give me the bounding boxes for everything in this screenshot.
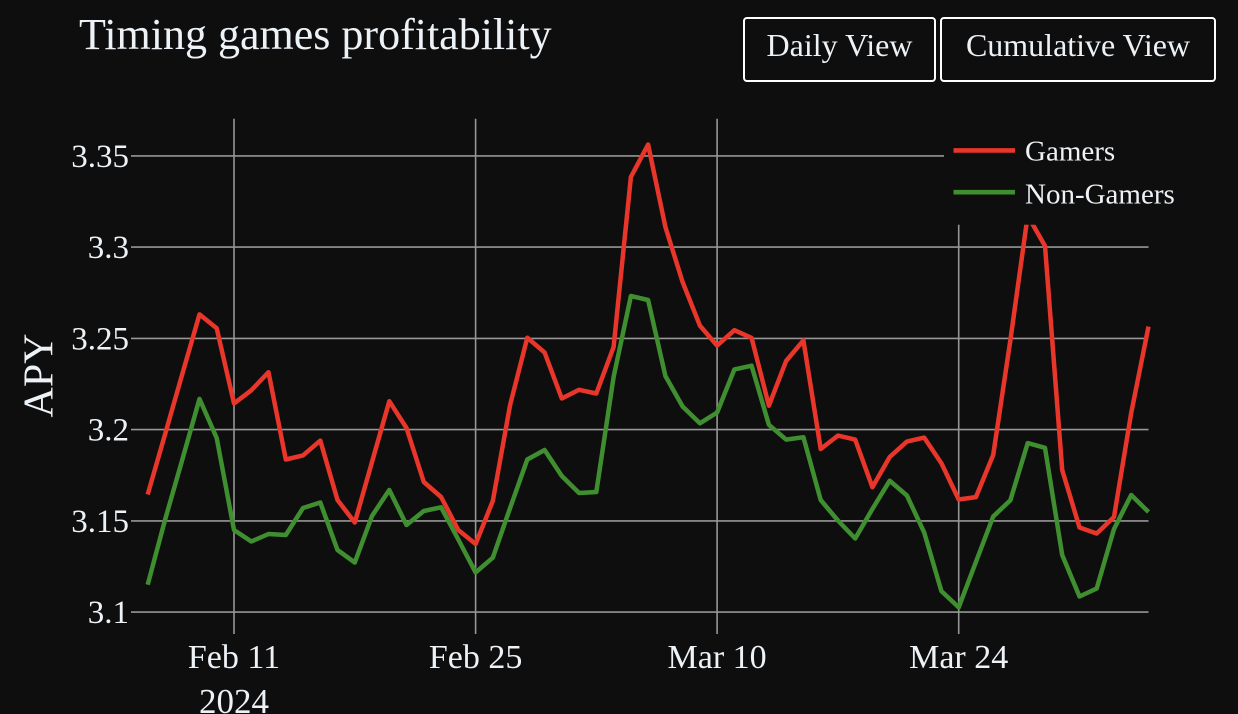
svg-text:3.15: 3.15 xyxy=(71,504,129,540)
svg-text:3.25: 3.25 xyxy=(71,321,129,357)
svg-text:APY: APY xyxy=(17,333,63,417)
svg-text:Feb 11: Feb 11 xyxy=(188,639,280,676)
svg-text:2024: 2024 xyxy=(199,682,269,714)
svg-text:3.1: 3.1 xyxy=(88,595,129,631)
svg-text:3.2: 3.2 xyxy=(88,413,129,449)
svg-text:3.3: 3.3 xyxy=(88,230,129,266)
svg-text:Gamers: Gamers xyxy=(1025,136,1115,168)
svg-text:Mar 24: Mar 24 xyxy=(909,639,1008,676)
svg-text:3.35: 3.35 xyxy=(71,139,129,175)
svg-text:Non-Gamers: Non-Gamers xyxy=(1025,178,1175,210)
svg-text:Feb 25: Feb 25 xyxy=(429,639,523,676)
svg-text:Mar 10: Mar 10 xyxy=(668,639,767,676)
